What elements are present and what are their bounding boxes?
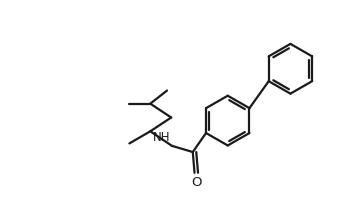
Text: NH: NH xyxy=(153,131,171,144)
Text: O: O xyxy=(191,176,201,188)
